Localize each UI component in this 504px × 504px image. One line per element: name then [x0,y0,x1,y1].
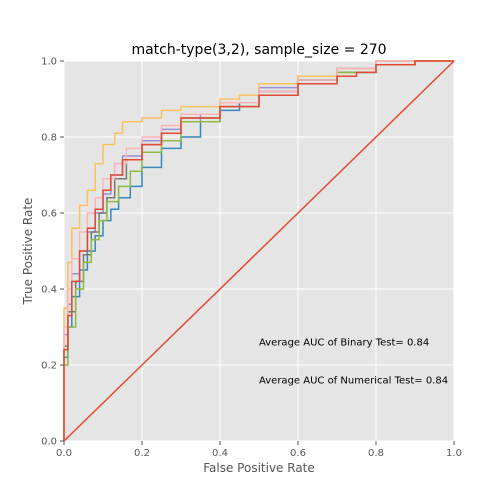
roc-curve-7 [63,60,454,441]
y-tick-label: 0.2 [41,361,57,372]
x-tick-label: 1.0 [446,448,462,459]
y-axis-label: True Positive Rate [21,198,35,306]
x-tick-label: 0.6 [290,448,306,459]
auc-annotation-2: Average AUC of Numerical Test= 0.84 [259,376,448,387]
x-tick-label: 0.0 [56,448,72,459]
series-layer [63,60,455,442]
y-tick-label: 1.0 [41,57,57,68]
roc-curve-6 [63,60,454,441]
x-tick-label: 0.2 [134,448,150,459]
tick-layer: 0.0 0.2 0.4 0.6 0.8 1.0 0.0 0.2 0.4 0.6 0.8 1.0 [41,57,462,460]
roc-curve-4 [63,60,454,441]
chance-diagonal-line [63,60,455,442]
annotation-layer: Average AUC of Binary Test= 0.84 Average … [259,338,448,387]
x-tick-label: 0.4 [212,448,228,459]
auc-annotation-1: Average AUC of Binary Test= 0.84 [259,338,429,349]
y-tick-label: 0.4 [41,285,57,296]
y-tick-label: 0.6 [41,209,57,220]
y-tick-label: 0.8 [41,133,57,144]
x-tick-label: 0.8 [368,448,384,459]
chart-title: match-type(3,2), sample_size = 270 [131,42,386,58]
y-tick-label: 0.0 [41,437,57,448]
x-axis-label: False Positive Rate [203,461,315,475]
grid [63,60,455,442]
